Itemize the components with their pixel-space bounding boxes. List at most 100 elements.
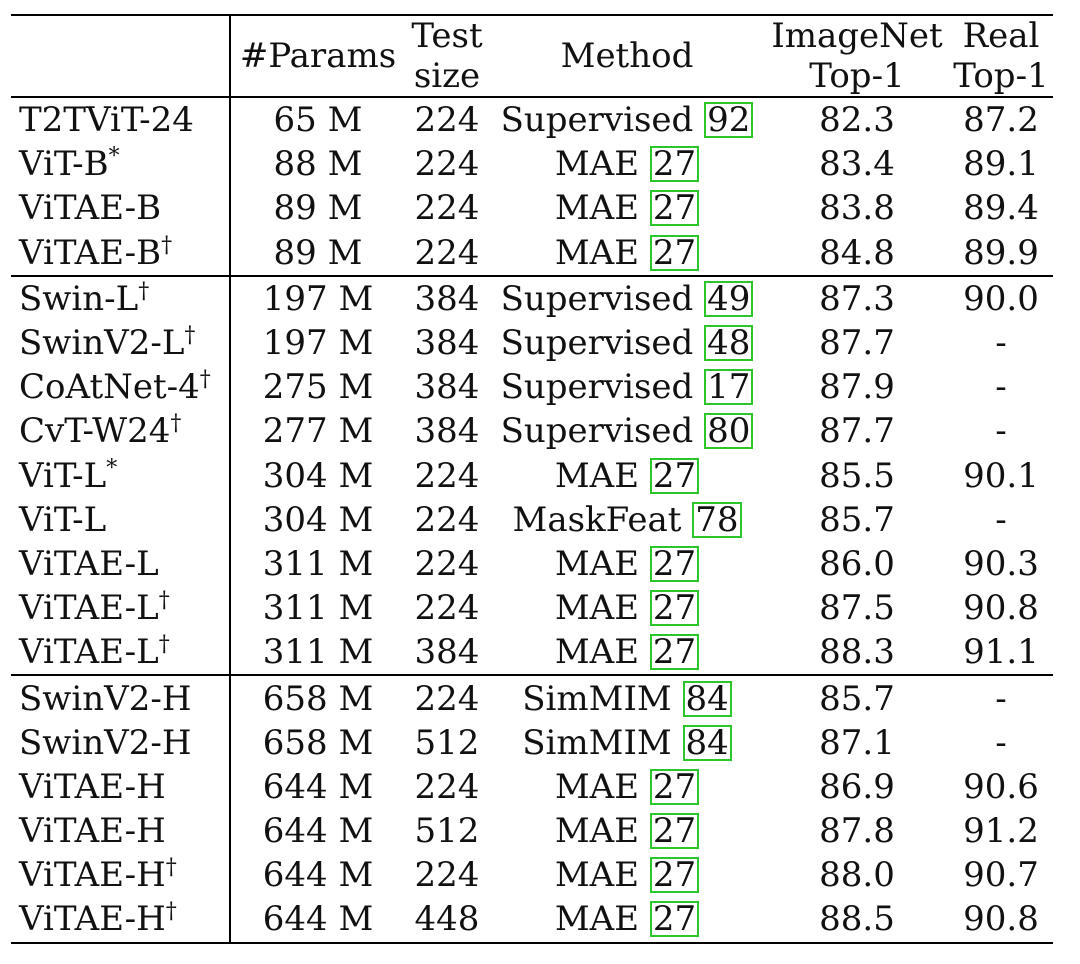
model-name: ViTAE-L	[19, 588, 159, 629]
model-marker: †	[199, 367, 211, 393]
method-name: SimMIM	[522, 678, 672, 719]
cell-params: 644 M	[262, 766, 374, 807]
cell-real-top1: 90.3	[963, 543, 1039, 584]
cell-test-size: 224	[414, 455, 480, 496]
model-marker: *	[106, 455, 118, 481]
table-row: SwinV2-H 658 M 224 SimMIM 84 85.7-	[11, 674, 1053, 721]
method-name: MAE	[554, 766, 640, 807]
cell-model: CoAtNet-4†	[11, 365, 231, 410]
cell-imagenet-top1: 87.7	[819, 411, 895, 452]
cell-method: SimMIM 84	[489, 721, 765, 765]
cell-real-top1: 89.1	[963, 144, 1039, 185]
citation-link[interactable]: 27	[649, 813, 700, 850]
method-name: MAE	[554, 144, 640, 185]
table-row: SwinV2-H 658 M 512 SimMIM 84 87.1-	[11, 720, 1053, 765]
method-name: MAE	[554, 811, 640, 852]
cell-params: 275 M	[262, 367, 374, 408]
citation-link[interactable]: 27	[649, 457, 700, 494]
model-name: ViTAE-H	[19, 811, 166, 852]
method-name: MAE	[554, 188, 640, 229]
cell-params: 197 M	[262, 323, 374, 364]
cell-params: 277 M	[262, 411, 374, 452]
method-name: MAE	[554, 588, 640, 629]
cell-method: MAE 27	[489, 586, 765, 630]
cell-imagenet-top1: 85.7	[765, 674, 949, 721]
model-name: ViTAE-H	[19, 855, 166, 896]
model-marker: †	[165, 899, 177, 925]
table-row: ViTAE-L† 311 M 224 MAE 27 87.5 90.8	[11, 586, 1053, 631]
model-name: SwinV2-H	[19, 722, 192, 763]
table-row: Swin-L† 197 M 384 Supervised 49 87.3 90.0	[11, 274, 1053, 321]
cell-test-size: 224	[414, 855, 480, 896]
cell-method: Supervised 92	[489, 95, 765, 143]
table-row: CoAtNet-4† 275 M 384 Supervised 17 87.9-	[11, 365, 1053, 410]
cell-method: MAE 27	[489, 630, 765, 675]
citation-link[interactable]: 48	[704, 325, 754, 362]
citation-link[interactable]: 84	[682, 680, 732, 717]
cell-imagenet-top1: 83.8	[819, 188, 895, 229]
model-name: CoAtNet-4	[19, 367, 200, 408]
cell-method: Supervised 80	[489, 409, 765, 453]
citation-link[interactable]: 27	[649, 146, 700, 183]
citation-link[interactable]: 84	[682, 724, 732, 761]
cell-method: MAE 27	[489, 231, 765, 276]
cell-method: SimMIM 84	[489, 674, 765, 721]
cell-params: 311 M	[262, 632, 374, 673]
header-row-2: size Top-1 Top-1	[11, 56, 1053, 97]
citation-link[interactable]: 92	[704, 102, 754, 139]
table-row: ViTAE-H† 644 M 448 MAE 27 88.5 90.8	[11, 897, 1053, 944]
table-row: ViTAE-B 89 M 224 MAE 27 83.8 89.4	[11, 186, 1053, 231]
model-marker: †	[170, 411, 182, 437]
citation-link[interactable]: 27	[649, 634, 700, 671]
model-name: T2TViT-24	[19, 100, 194, 141]
model-name: Swin-L	[19, 278, 139, 319]
citation-link[interactable]: 27	[649, 545, 700, 582]
cell-model: SwinV2-H	[11, 720, 231, 765]
model-name: ViTAE-L	[19, 632, 159, 673]
cell-test-size: 448	[405, 897, 489, 944]
citation-link[interactable]: 27	[649, 234, 700, 271]
cell-real-top1: 90.8	[949, 897, 1053, 944]
cell-params: 197 M	[230, 274, 405, 321]
cell-model: Swin-L†	[11, 274, 231, 321]
citation-link[interactable]: 49	[704, 280, 754, 317]
cell-test-size: 224	[414, 499, 480, 540]
cell-model: ViTAE-H†	[11, 897, 231, 944]
method-name: Supervised	[500, 411, 694, 452]
citation-link[interactable]: 27	[649, 590, 700, 627]
model-marker: *	[108, 144, 120, 170]
citation-link[interactable]: 78	[692, 501, 742, 538]
cell-imagenet-top1: 87.1	[819, 722, 895, 763]
citation-link[interactable]: 27	[649, 190, 700, 227]
citation-link[interactable]: 27	[649, 901, 700, 938]
method-name: MaskFeat	[512, 499, 682, 540]
table-row: ViTAE-H 644 M 512 MAE 27 87.8 91.2	[11, 809, 1053, 854]
cell-method: MAE 27	[489, 142, 765, 186]
cell-test-size: 224	[414, 766, 480, 807]
method-name: Supervised	[500, 100, 694, 141]
cell-params: 658 M	[262, 722, 374, 763]
table-body: T2TViT-24 65 M 224 Supervised 92 82.3 87.2 ViT…	[11, 95, 1053, 944]
cell-test-size: 512	[414, 722, 480, 763]
cell-method: MAE 27	[489, 454, 765, 498]
citation-link[interactable]: 80	[704, 413, 754, 450]
table-row: CvT-W24† 277 M 384 Supervised 80 87.7-	[11, 409, 1053, 454]
header-method: Method	[489, 14, 765, 97]
cell-model: ViTAE-B	[11, 186, 231, 231]
model-name: ViTAE-L	[19, 543, 159, 584]
table-row: ViTAE-L 311 M 224 MAE 27 86.0 90.3	[11, 541, 1053, 587]
citation-link[interactable]: 17	[704, 369, 754, 406]
table-row: ViTAE-H 644 M 224 MAE 27 86.9 90.6	[11, 764, 1053, 809]
method-name: MAE	[554, 455, 640, 496]
header-real-line1: Real	[949, 14, 1053, 56]
model-marker: †	[184, 323, 196, 349]
table-row: ViT-L* 304 M 224 MAE 27 85.5 90.1	[11, 453, 1053, 498]
cell-real-top1: 91.1	[963, 632, 1039, 673]
citation-link[interactable]: 27	[649, 768, 700, 805]
cell-test-size: 224	[414, 543, 480, 584]
cell-model: ViT-B*	[11, 142, 231, 187]
citation-link[interactable]: 27	[649, 857, 700, 894]
header-real-line2: Top-1	[953, 56, 1049, 96]
cell-test-size: 224	[414, 588, 480, 629]
header-imagenet-line2: Top-1	[809, 56, 905, 96]
